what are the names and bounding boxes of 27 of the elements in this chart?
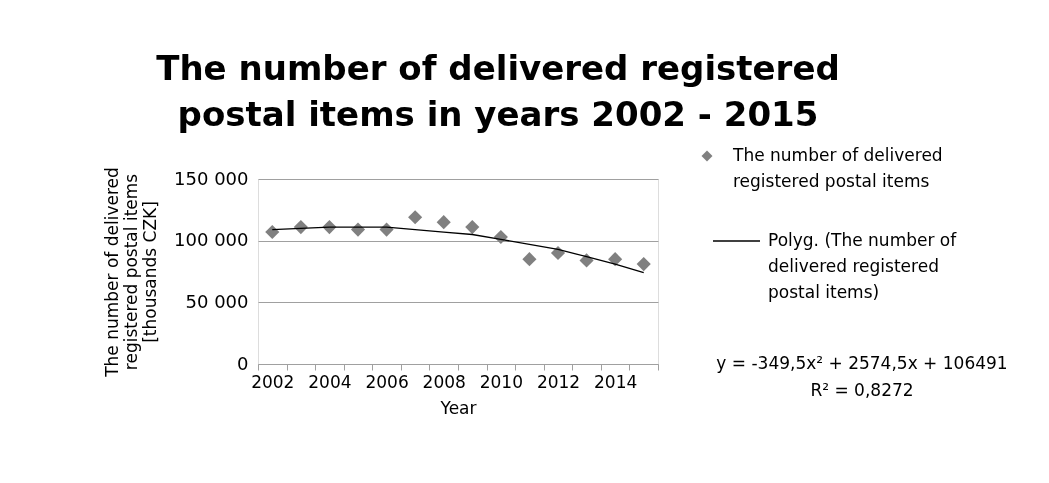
y-tick-label: 50 000 [185, 290, 249, 312]
x-tick-label: 2010 [479, 371, 523, 392]
chart-title: The number of delivered registered postal items in years 2002 - 2015 [156, 48, 840, 134]
y-tick-label: 150 000 [174, 167, 249, 189]
point [465, 220, 480, 235]
point [522, 252, 537, 267]
legend-label: The number of delivered registered postal items [732, 145, 943, 191]
x-tick-label: 2008 [422, 371, 466, 392]
point [636, 257, 651, 272]
y-axis-title: The number of delivered registered postal items [thousands CZK] [102, 167, 161, 378]
x-tick-label: 2006 [365, 371, 409, 392]
point [436, 215, 451, 230]
legend-label: Polyg. (The number of delivered registered postal items) [768, 230, 958, 302]
x-tick-label: 2014 [594, 371, 638, 392]
point [265, 224, 280, 240]
text: R² = 0,8272 [810, 380, 914, 400]
x-tick-label: 2012 [536, 371, 581, 392]
y-tick-label: 0 [237, 352, 249, 374]
x-tick-label: 2002 [251, 371, 295, 392]
point [550, 245, 566, 261]
x-axis-title: Year [439, 397, 477, 418]
text: y = -349,5x² + 2574,5x + 106491 [716, 353, 1008, 373]
point [408, 210, 423, 225]
y-tick-label: 100 000 [174, 229, 249, 251]
point [579, 253, 594, 268]
x-tick-label: 2004 [308, 371, 352, 392]
point [608, 252, 623, 267]
